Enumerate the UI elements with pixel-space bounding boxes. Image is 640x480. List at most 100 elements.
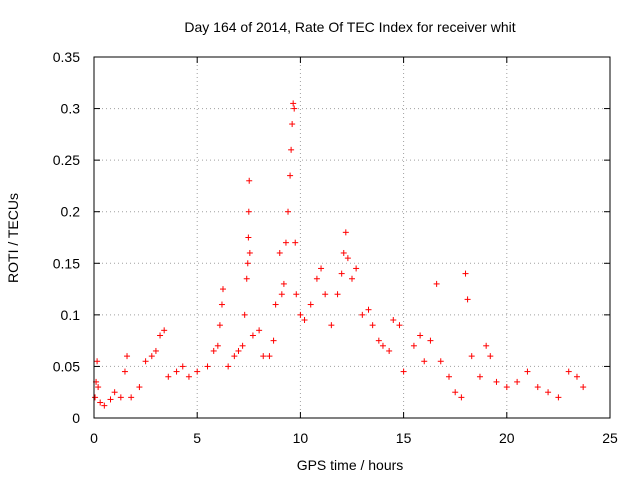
- data-point: [433, 280, 440, 287]
- data-point: [216, 322, 223, 329]
- data-point: [157, 332, 164, 339]
- data-point: [313, 275, 320, 282]
- data-point: [468, 353, 475, 360]
- data-point: [291, 105, 298, 112]
- data-point: [379, 342, 386, 349]
- data-point: [173, 368, 180, 375]
- data-point: [179, 363, 186, 370]
- y-axis-label: ROTI / TECUs: [5, 193, 21, 283]
- grid-layer: [94, 57, 610, 418]
- data-point: [287, 172, 294, 179]
- data-point: [349, 275, 355, 282]
- data-point: [161, 327, 168, 334]
- x-axis-label: GPS time / hours: [297, 457, 404, 473]
- data-point: [421, 358, 428, 365]
- data-point: [111, 389, 118, 396]
- data-point: [524, 368, 531, 375]
- chart-title: Day 164 of 2014, Rate Of TEC Index for r…: [184, 19, 515, 35]
- data-point: [260, 353, 267, 360]
- data-point: [185, 373, 192, 380]
- data-point: [476, 373, 483, 380]
- data-point: [464, 296, 471, 303]
- data-point: [545, 389, 552, 396]
- data-point: [95, 384, 102, 391]
- data-point: [245, 234, 252, 241]
- data-point: [452, 389, 459, 396]
- data-point: [344, 255, 351, 262]
- data-point: [204, 363, 211, 370]
- data-point: [359, 311, 366, 318]
- data-point: [396, 322, 403, 329]
- data-point: [573, 373, 580, 380]
- data-point: [225, 363, 232, 370]
- data-point: [117, 394, 124, 401]
- y-tick-label: 0.35: [53, 49, 80, 65]
- data-point: [136, 384, 143, 391]
- data-point: [285, 208, 292, 215]
- data-point: [514, 378, 521, 385]
- data-point: [410, 342, 417, 349]
- data-point: [121, 368, 128, 375]
- y-tick-label: 0.2: [61, 204, 81, 220]
- data-point: [437, 358, 444, 365]
- data-point: [246, 177, 253, 184]
- x-tick-label: 10: [293, 430, 309, 446]
- data-point: [165, 373, 172, 380]
- data-point: [231, 353, 238, 360]
- data-point: [97, 399, 104, 406]
- data-point: [318, 265, 325, 272]
- data-point: [307, 301, 314, 308]
- data-point: [288, 146, 295, 153]
- data-point: [487, 353, 494, 360]
- data-point: [292, 239, 299, 246]
- data-point: [218, 301, 225, 308]
- data-point: [214, 342, 221, 349]
- data-point: [338, 270, 345, 277]
- data-point: [282, 239, 289, 246]
- data-point: [256, 327, 263, 334]
- data-point: [390, 317, 397, 324]
- data-point: [276, 249, 283, 256]
- data-point: [353, 265, 360, 272]
- data-point: [152, 347, 159, 354]
- data-point: [210, 347, 217, 354]
- x-tick-label: 20: [499, 430, 515, 446]
- data-point: [94, 358, 101, 365]
- y-tick-label: 0.05: [53, 358, 80, 374]
- data-point: [493, 378, 500, 385]
- data-point: [239, 342, 246, 349]
- data-point: [340, 249, 347, 256]
- data-point: [249, 332, 256, 339]
- data-point: [301, 317, 308, 324]
- data-point: [555, 394, 562, 401]
- data-point: [342, 229, 349, 236]
- data-point: [417, 332, 424, 339]
- data-point: [92, 394, 99, 401]
- data-point: [565, 368, 572, 375]
- data-point: [297, 311, 304, 318]
- data-point: [386, 347, 393, 354]
- data-point: [148, 353, 155, 360]
- data-points: [92, 100, 587, 409]
- data-point: [194, 368, 201, 375]
- x-tick-label: 0: [90, 430, 98, 446]
- axis-ticks: 0 5 10 15 20 25 0 0.05 0.1 0.15 0.2 0.25 0.3 0.35: [53, 49, 618, 446]
- data-point: [128, 394, 135, 401]
- data-point: [124, 353, 131, 360]
- data-point: [107, 396, 114, 403]
- data-point: [462, 270, 469, 277]
- data-point: [266, 353, 273, 360]
- data-point: [446, 373, 453, 380]
- data-point: [483, 342, 490, 349]
- data-point: [235, 347, 242, 354]
- data-point: [289, 121, 296, 128]
- y-tick-label: 0.15: [53, 255, 80, 271]
- data-point: [365, 306, 372, 313]
- x-tick-label: 25: [602, 430, 618, 446]
- data-point: [243, 275, 250, 282]
- data-point: [142, 358, 149, 365]
- y-tick-label: 0.25: [53, 152, 80, 168]
- data-point: [241, 311, 248, 318]
- data-point: [101, 402, 108, 409]
